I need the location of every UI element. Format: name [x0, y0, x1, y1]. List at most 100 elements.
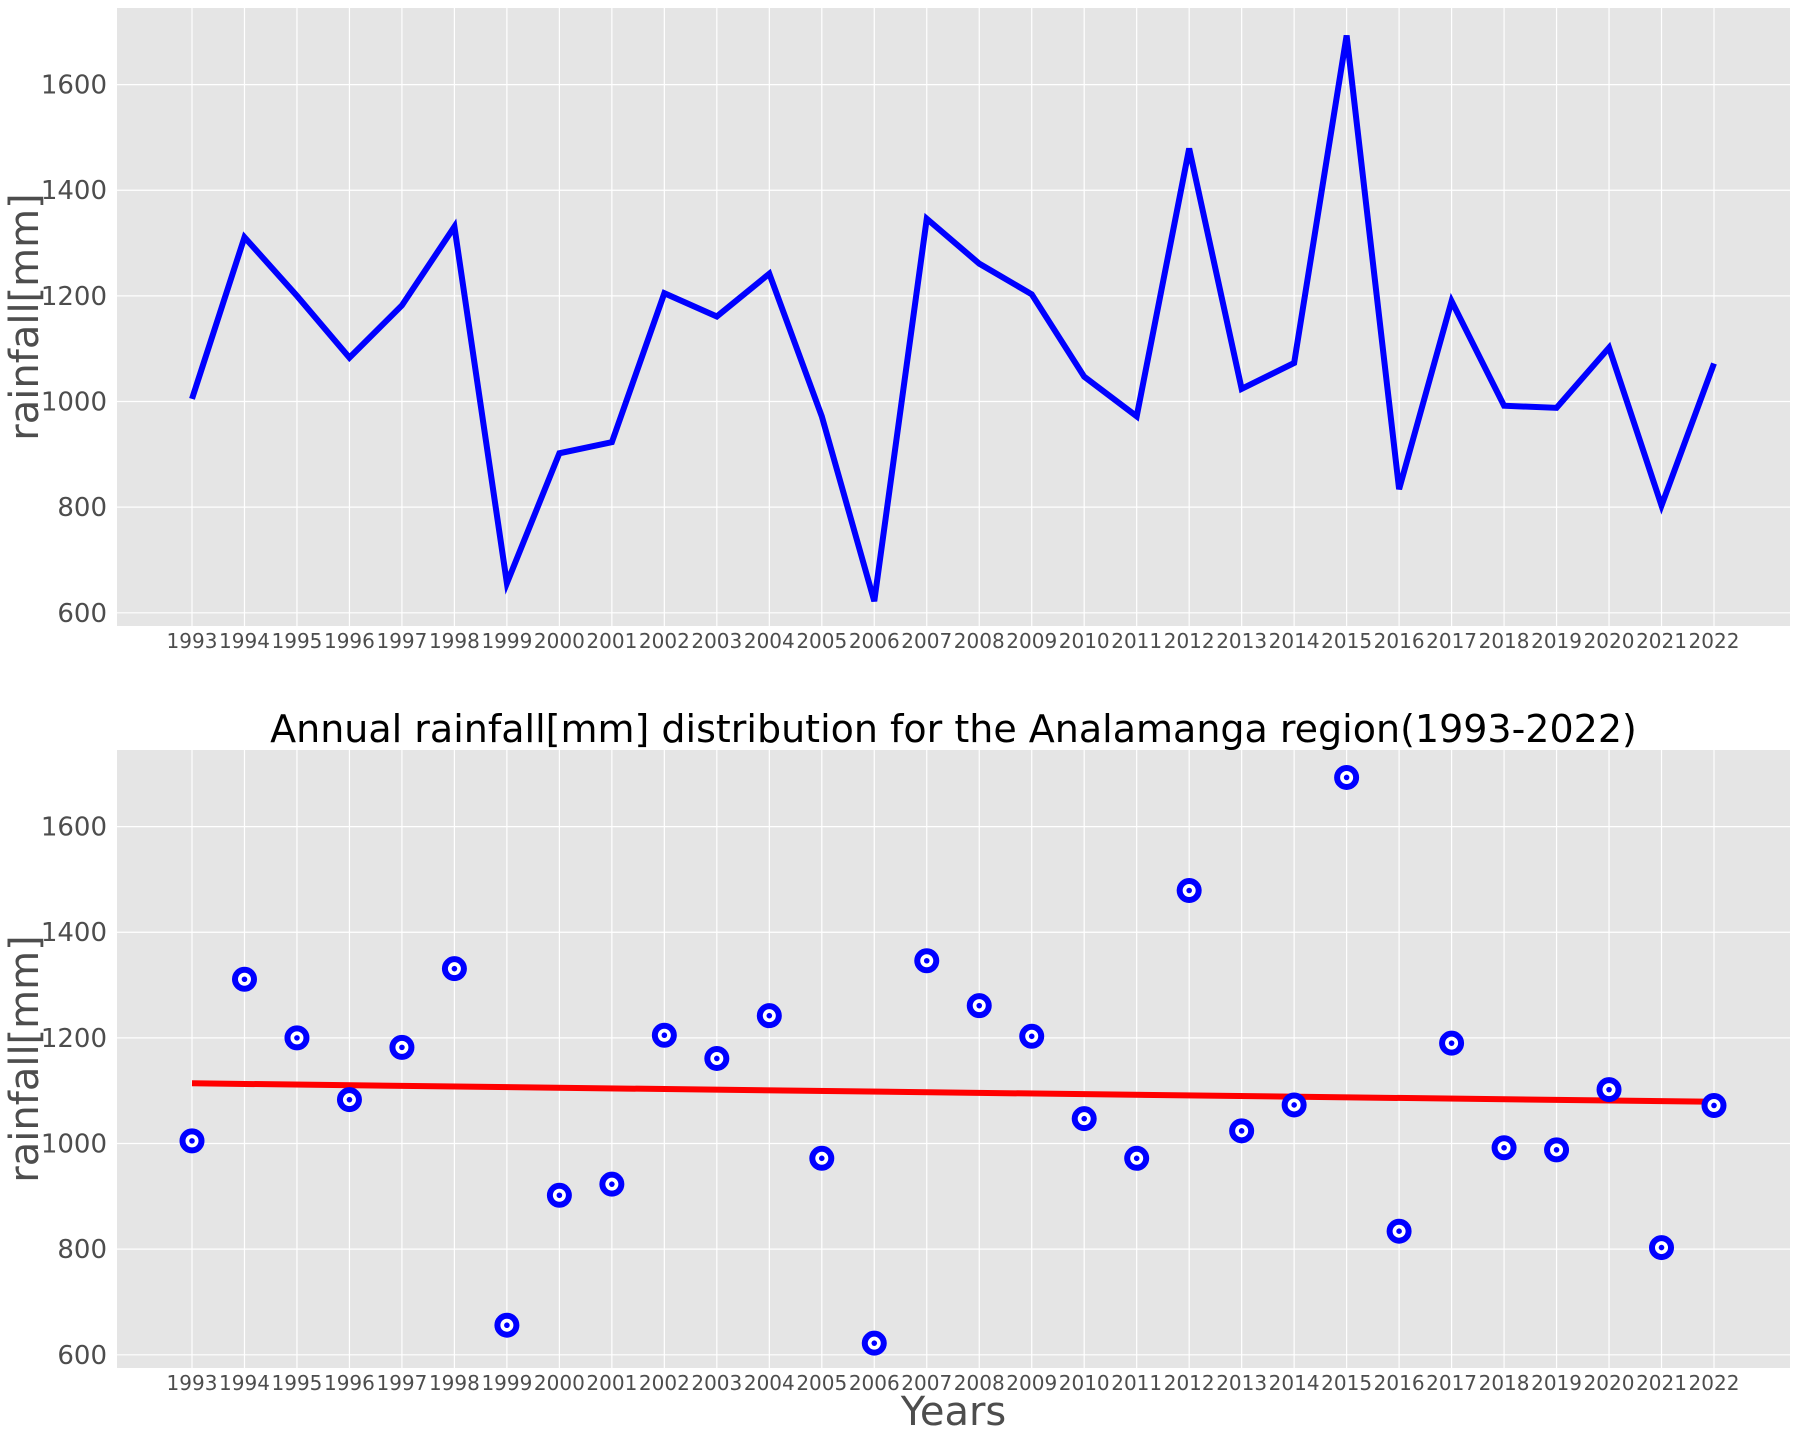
- x-tick-label: 2008: [954, 1371, 1005, 1395]
- x-tick-label: 1995: [272, 1371, 323, 1395]
- x-tick-label: 2008: [954, 629, 1005, 653]
- x-tick-label: 2016: [1374, 1371, 1425, 1395]
- x-tick-label: 2007: [901, 1371, 952, 1395]
- data-point-center: [189, 1138, 195, 1144]
- data-point-center: [241, 976, 248, 983]
- data-point-center: [1028, 1033, 1035, 1040]
- x-tick-label: 2015: [1321, 1371, 1372, 1395]
- data-point-center: [661, 1032, 668, 1039]
- data-point-center: [294, 1035, 300, 1041]
- data-point-center: [871, 1340, 878, 1346]
- gridlines: [117, 750, 1790, 1368]
- x-tick-label: 2002: [639, 629, 690, 653]
- x-tick-label: 2006: [849, 1371, 900, 1395]
- x-tick-label: 2002: [639, 1371, 690, 1395]
- x-tick-label: 1995: [272, 629, 323, 653]
- x-tick-label: 2004: [744, 1371, 795, 1395]
- x-tick-label: 2010: [1059, 1371, 1110, 1395]
- data-point-center: [1606, 1086, 1612, 1093]
- y-tick-label: 1000: [41, 388, 107, 418]
- x-tick-label: 2016: [1374, 629, 1425, 653]
- x-tick-label: 2022: [1689, 629, 1740, 653]
- x-tick-label: 2011: [1111, 629, 1162, 653]
- x-tick-label: 2021: [1636, 629, 1687, 653]
- y-tick-label: 600: [57, 599, 107, 629]
- x-tick-label: 2001: [586, 629, 637, 653]
- x-tick-label: 2007: [901, 629, 952, 653]
- data-point-center: [1291, 1102, 1297, 1108]
- data-point-center: [1343, 774, 1350, 781]
- y-tick-label: 800: [57, 1235, 107, 1265]
- data-point-center: [714, 1055, 720, 1062]
- data-point-center: [399, 1044, 405, 1051]
- x-tick-label: 1998: [429, 629, 480, 653]
- x-tick-label: 2012: [1164, 629, 1215, 653]
- data-point-center: [976, 1002, 983, 1009]
- y-tick-label: 1000: [41, 1130, 107, 1160]
- x-tick-label: 1996: [324, 1371, 375, 1395]
- x-tick-labels: 1993 1994 1995 1996 1997 1998 1999 2000 2001 2002…: [167, 1371, 1740, 1395]
- x-tick-label: 1997: [376, 629, 427, 653]
- series-line: [189, 34, 1717, 602]
- x-tick-label: 2019: [1531, 1371, 1582, 1395]
- x-tick-label: 2011: [1111, 1371, 1162, 1395]
- data-point-center: [766, 1012, 773, 1019]
- x-tick-label: 2001: [586, 1371, 637, 1395]
- data-point-center: [1711, 1102, 1717, 1109]
- trend-line: [191, 1080, 1715, 1105]
- y-tick-label: 1400: [41, 918, 107, 948]
- data-point-center: [1448, 1040, 1455, 1046]
- x-tick-label: 2015: [1321, 629, 1372, 653]
- y-tick-label: 1600: [41, 71, 107, 101]
- data-point-center: [1133, 1155, 1140, 1162]
- x-tick-label: 1996: [324, 629, 375, 653]
- data-point-center: [609, 1181, 615, 1187]
- x-tick-label: 2014: [1269, 1371, 1320, 1395]
- scatter-chart-panel: Annual rainfall[mm] distribution for the…: [2, 707, 1790, 1435]
- x-tick-label: 2005: [796, 1371, 847, 1395]
- x-tick-label: 2018: [1479, 629, 1530, 653]
- x-axis-label: Years: [900, 1389, 1007, 1435]
- data-point-center: [451, 965, 458, 972]
- x-tick-label: 1993: [167, 1371, 218, 1395]
- x-tick-label: 1994: [219, 1371, 270, 1395]
- x-tick-label: 2009: [1006, 1371, 1057, 1395]
- x-tick-labels: 1993 1994 1995 1996 1997 1998 1999 2000 2001 2002…: [167, 629, 1740, 653]
- y-tick-label: 1400: [41, 176, 107, 206]
- scatter-series: [179, 764, 1727, 1356]
- y-tick-label: 1600: [41, 813, 107, 843]
- plot-area-background: [117, 8, 1790, 626]
- x-tick-label: 1993: [167, 629, 218, 653]
- data-point-center: [1501, 1144, 1507, 1151]
- y-tick-label: 600: [57, 1341, 107, 1371]
- x-tick-label: 1999: [481, 629, 532, 653]
- x-tick-label: 2012: [1164, 1371, 1215, 1395]
- data-point-center: [1396, 1228, 1402, 1234]
- data-point-center: [1553, 1147, 1560, 1153]
- x-tick-label: 2004: [744, 629, 795, 653]
- data-point-center: [1081, 1115, 1088, 1122]
- y-tick-label: 1200: [41, 282, 107, 312]
- x-tick-label: 1997: [376, 1371, 427, 1395]
- y-axis-label: rainfall[mm]: [2, 935, 48, 1182]
- x-tick-label: 2000: [534, 1371, 585, 1395]
- x-tick-label: 2006: [849, 629, 900, 653]
- chart-title: Annual rainfall[mm] distribution for the…: [270, 707, 1637, 751]
- x-tick-label: 2020: [1584, 629, 1635, 653]
- y-axis-label: rainfall[mm]: [2, 193, 48, 440]
- x-tick-label: 1994: [219, 629, 270, 653]
- x-tick-label: 2017: [1426, 629, 1477, 653]
- x-tick-label: 2003: [691, 1371, 742, 1395]
- data-point-center: [1658, 1244, 1665, 1251]
- x-tick-label: 2018: [1479, 1371, 1530, 1395]
- data-point-center: [346, 1096, 353, 1103]
- data-point-center: [504, 1322, 510, 1329]
- x-tick-label: 2017: [1426, 1371, 1477, 1395]
- x-tick-label: 2010: [1059, 629, 1110, 653]
- data-point-center: [923, 957, 930, 964]
- x-tick-label: 2019: [1531, 629, 1582, 653]
- x-tick-label: 2003: [691, 629, 742, 653]
- y-tick-labels: 600 800 1000 1200 1400 1600: [41, 813, 107, 1371]
